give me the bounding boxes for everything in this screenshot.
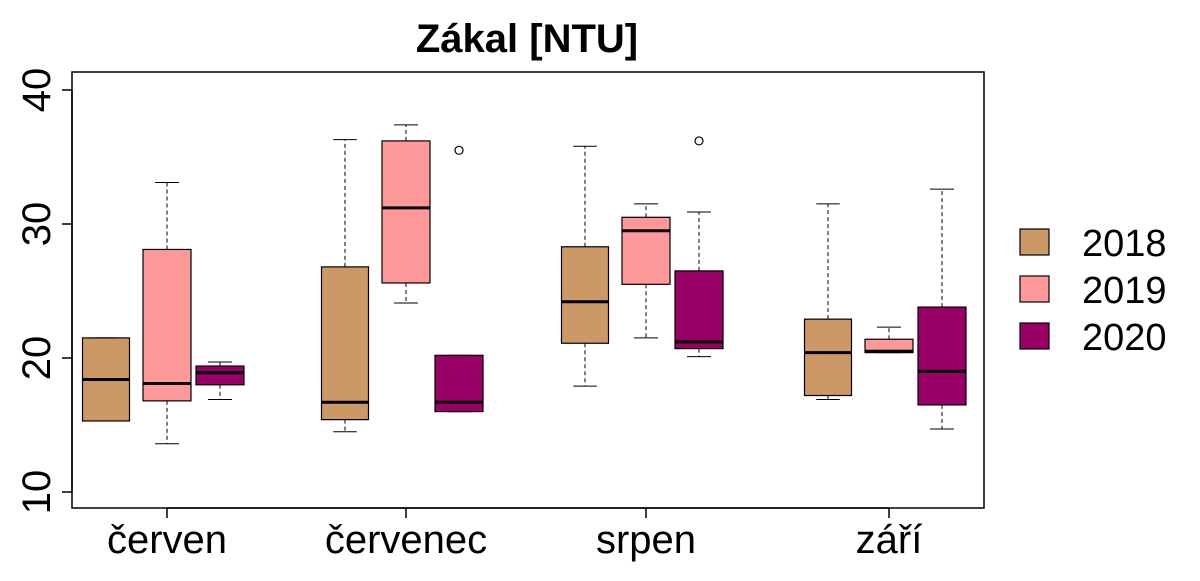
box-iqr [803, 318, 853, 397]
legend-item-2020: 2020 [1019, 317, 1167, 359]
box-iqr [142, 248, 192, 402]
legend-swatch [1019, 275, 1050, 303]
box-iqr [195, 365, 245, 386]
box-2019-červenec [381, 124, 431, 304]
legend-item-2018: 2018 [1019, 223, 1167, 265]
legend-label: 2018 [1082, 223, 1167, 265]
x-tick-label: srpen [596, 518, 696, 562]
y-tick-label: 40 [15, 68, 59, 113]
outlier-point [454, 145, 464, 155]
box-iqr [560, 246, 610, 344]
box-2018-červenec [320, 139, 370, 433]
chart-title: Zákal [NTU] [416, 17, 638, 61]
box-2020-srpen [674, 136, 724, 358]
y-axis: 10 20 30 40 [15, 68, 73, 515]
box-groups [81, 124, 967, 445]
plot-frame [71, 71, 985, 509]
x-axis: červen červenec srpen září [107, 507, 923, 562]
box-iqr [674, 270, 724, 350]
y-tick-label: 10 [15, 470, 59, 515]
box-2020-září [917, 188, 967, 430]
box-iqr [320, 266, 370, 421]
box-2018-září [803, 203, 853, 401]
legend-item-2019: 2019 [1019, 270, 1167, 312]
x-tick-label: červen [107, 518, 227, 562]
legend: 2018 2019 2020 [1019, 223, 1167, 359]
box-iqr [381, 140, 431, 284]
x-tick-label: září [856, 518, 923, 562]
box-2020-červenec [434, 145, 484, 413]
legend-swatch [1019, 228, 1050, 256]
legend-swatch [1019, 322, 1050, 350]
legend-label: 2020 [1082, 317, 1167, 359]
box-2018-srpen [560, 145, 610, 387]
box-2020-červen [195, 361, 245, 401]
box-2019-srpen [621, 203, 671, 339]
box-iqr [621, 216, 671, 285]
box-iqr [917, 306, 967, 406]
y-tick-label: 20 [15, 336, 59, 381]
box-2019-září [864, 326, 914, 354]
x-tick-label: červenec [325, 518, 487, 562]
outlier-point [694, 136, 704, 146]
box-2019-červen [142, 181, 192, 445]
legend-label: 2019 [1082, 270, 1167, 312]
y-tick-label: 30 [15, 202, 59, 247]
box-2018-červen [81, 337, 131, 422]
